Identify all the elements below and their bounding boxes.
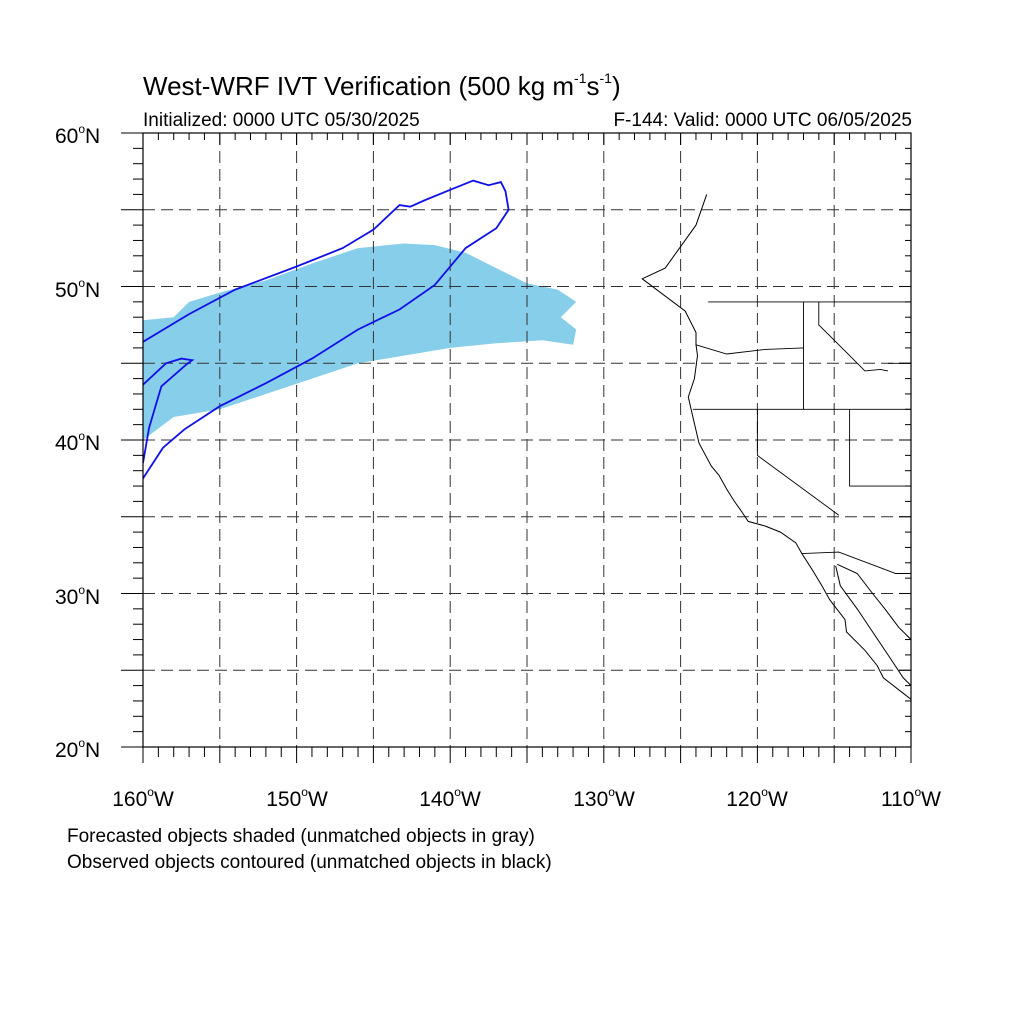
state-boundary (818, 301, 889, 372)
state-boundary (849, 409, 911, 487)
lon-label-120w: 120oW (726, 785, 788, 811)
map-title: West-WRF IVT Verification (500 kg m-1s-1… (143, 70, 621, 101)
lat-label-60n: 60oN (55, 122, 101, 148)
mainland-mexico-coastline (837, 563, 911, 640)
lat-label-20n: 20oN (55, 736, 101, 762)
lon-label-160w: 160oW (112, 785, 174, 811)
forecast-ivt-object (143, 243, 577, 440)
lon-label-150w: 150oW (266, 785, 328, 811)
state-boundary (695, 344, 804, 355)
footnote-observed: Observed objects contoured (unmatched ob… (67, 852, 552, 873)
lon-label-110w: 110oW (881, 785, 941, 811)
state-boundary (888, 362, 911, 425)
lon-label-140w: 140oW (419, 785, 481, 811)
lat-label-50n: 50oN (55, 276, 101, 302)
lat-label-30n: 30oN (55, 583, 101, 609)
observed-objects-layer (143, 179, 510, 479)
baja-gulf-coastline (835, 565, 911, 686)
map-frame (121, 132, 912, 763)
lat-lon-grid (143, 133, 911, 747)
lon-label-130w: 130oW (573, 785, 635, 811)
footnote-forecast: Forecasted objects shaded (unmatched obj… (67, 826, 535, 847)
coastline-layer (641, 194, 911, 700)
valid-time: F-144: Valid: 0000 UTC 06/05/2025 (613, 110, 912, 131)
observed-ivt-contour (143, 179, 510, 479)
initialized-time: Initialized: 0000 UTC 05/30/2025 (143, 110, 420, 131)
state-boundary (801, 551, 911, 574)
observed-ivt-inner-contour (143, 357, 195, 464)
forecast-objects-layer (143, 243, 577, 440)
lat-label-40n: 40oN (55, 429, 101, 455)
state-boundary (756, 409, 840, 516)
west-coast-coastline (641, 194, 911, 700)
